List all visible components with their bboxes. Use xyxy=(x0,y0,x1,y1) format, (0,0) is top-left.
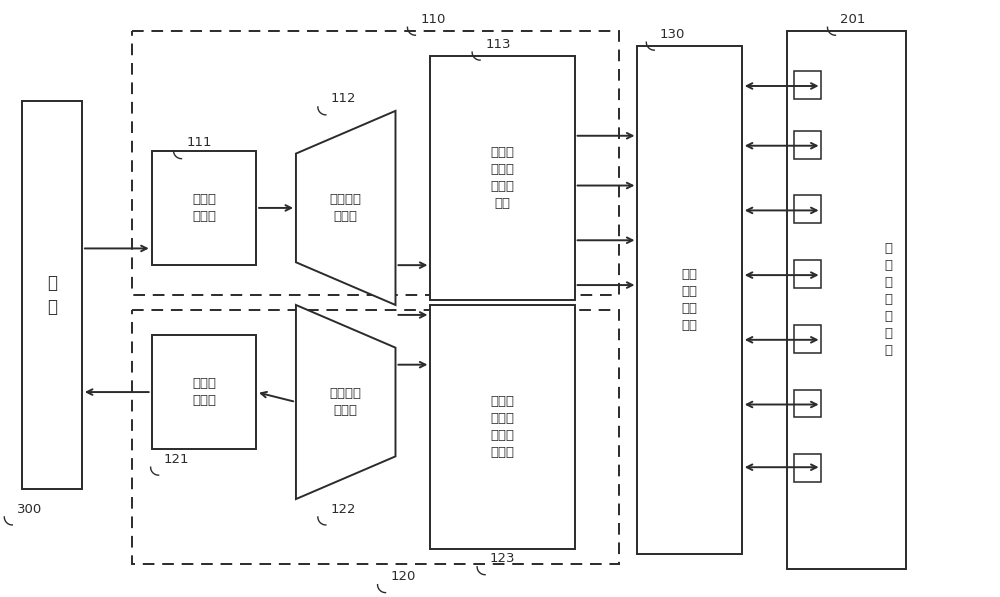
Text: 112: 112 xyxy=(331,93,356,106)
Text: 110: 110 xyxy=(420,13,446,26)
Text: 122: 122 xyxy=(331,503,356,516)
Bar xyxy=(430,56,575,300)
Polygon shape xyxy=(296,305,395,499)
Bar xyxy=(794,195,821,223)
Bar xyxy=(430,305,575,549)
Polygon shape xyxy=(296,111,395,305)
Text: 第一多
通道高
压驱动
电路: 第一多 通道高 压驱动 电路 xyxy=(490,146,514,210)
Text: 收发
开关
电路
模块: 收发 开关 电路 模块 xyxy=(682,268,698,332)
Text: 第一接
收端口: 第一接 收端口 xyxy=(192,193,216,223)
Bar xyxy=(787,31,906,569)
Text: 300: 300 xyxy=(17,503,43,516)
Text: 第一发
射端口: 第一发 射端口 xyxy=(192,377,216,407)
Text: 123: 123 xyxy=(490,552,516,565)
Bar xyxy=(794,390,821,417)
Bar xyxy=(794,131,821,159)
Bar xyxy=(794,260,821,288)
Bar xyxy=(132,31,619,295)
Text: 第一多
通道低
噪声放
大电路: 第一多 通道低 噪声放 大电路 xyxy=(490,395,514,459)
Bar xyxy=(152,335,256,450)
Text: 主
机: 主 机 xyxy=(47,274,57,316)
Text: 120: 120 xyxy=(391,570,416,583)
Text: 121: 121 xyxy=(164,453,189,466)
Bar xyxy=(637,46,742,554)
Bar xyxy=(794,325,821,353)
Text: 201: 201 xyxy=(840,13,866,26)
Bar xyxy=(22,101,82,489)
Bar xyxy=(794,454,821,482)
Text: 收
发
阵
列
单
元
组: 收 发 阵 列 单 元 组 xyxy=(884,242,892,358)
Bar xyxy=(794,71,821,99)
Text: 113: 113 xyxy=(485,38,511,51)
Text: 第一串行
器电路: 第一串行 器电路 xyxy=(330,387,362,417)
Text: 130: 130 xyxy=(659,27,685,41)
Bar xyxy=(152,150,256,265)
Text: 111: 111 xyxy=(186,136,212,149)
Bar xyxy=(132,310,619,564)
Text: 第一解串
器电路: 第一解串 器电路 xyxy=(330,193,362,223)
